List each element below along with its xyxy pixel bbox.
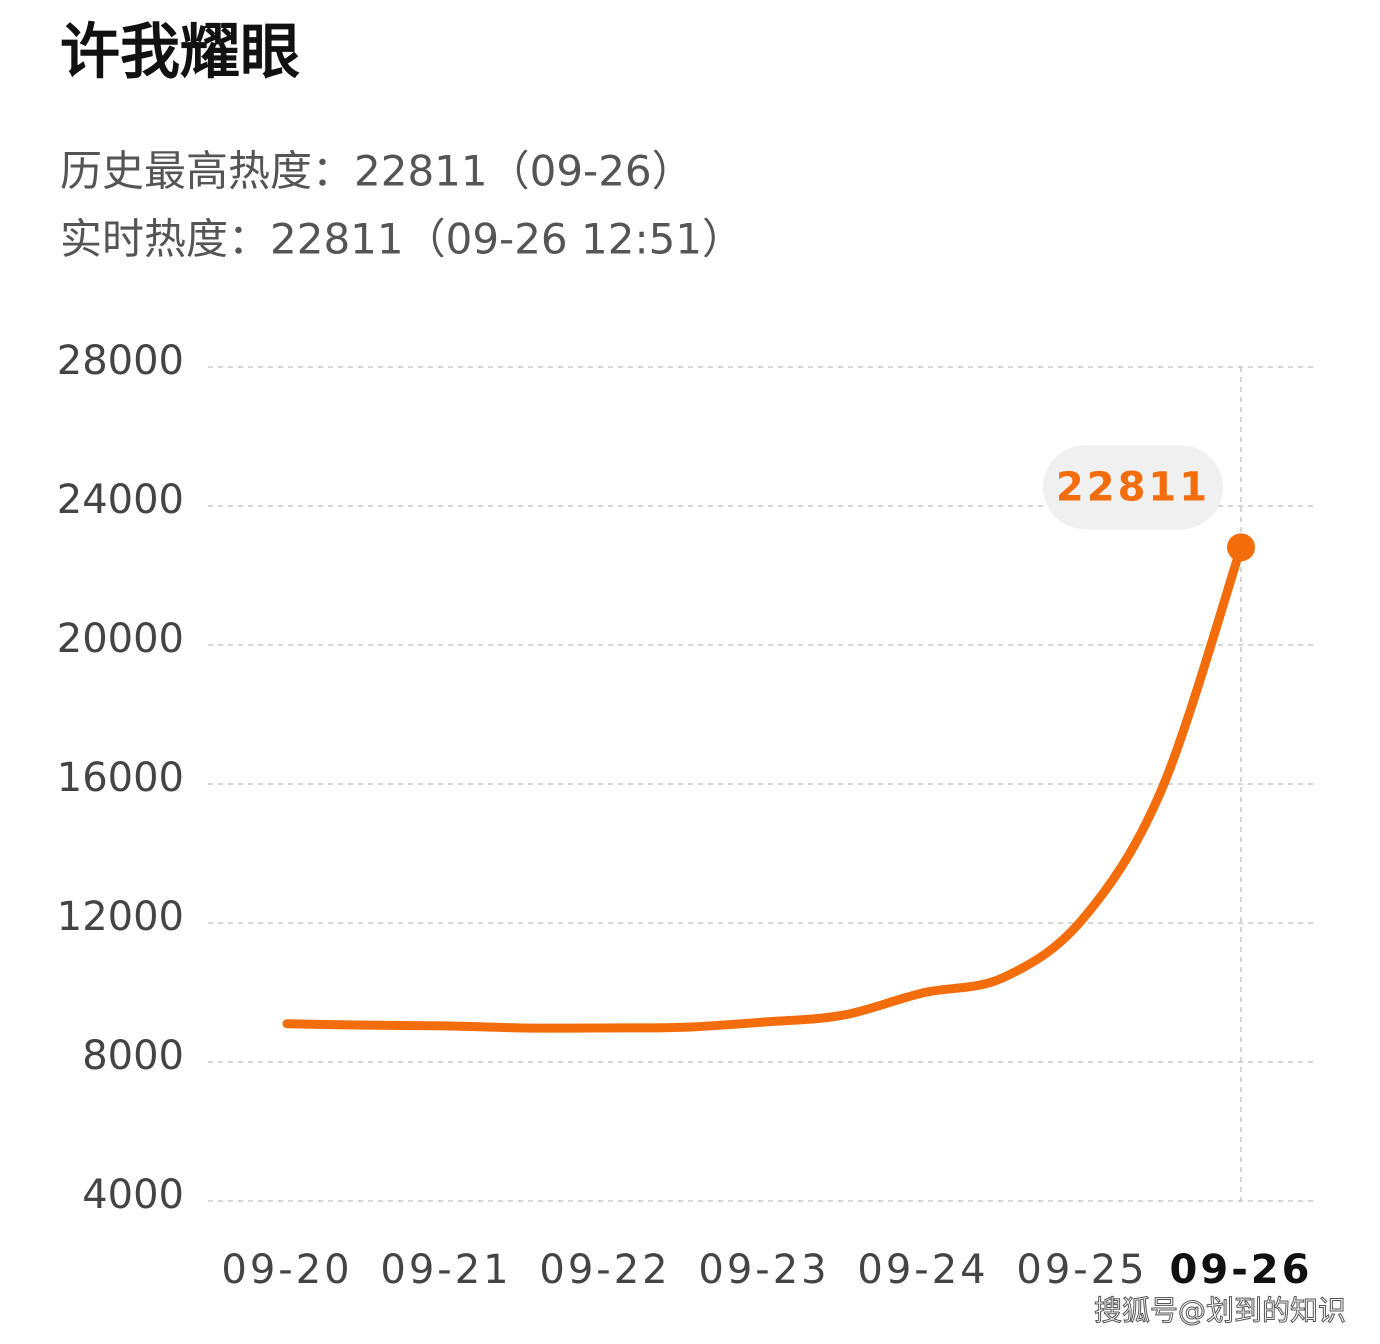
y-tick-label: 12000	[57, 894, 184, 940]
y-tick-label: 16000	[57, 755, 184, 801]
y-tick-label: 20000	[57, 616, 184, 662]
watermark: 搜狐号@划到的知识	[1094, 1294, 1346, 1327]
y-tick-label: 8000	[82, 1033, 184, 1079]
title: 许我耀眼	[60, 18, 300, 88]
value-label: 22811	[1056, 464, 1210, 510]
subtitle: 实时热度：22811（09-26 12:51）	[60, 215, 744, 264]
x-tick-label: 09-23	[698, 1247, 829, 1293]
x-tick-label: 09-21	[380, 1247, 511, 1293]
line	[282, 542, 1246, 1033]
highlight-point	[1227, 533, 1255, 562]
x-tick-label: 09-24	[857, 1247, 988, 1293]
value-bubble	[1043, 445, 1223, 530]
y-tick-label: 24000	[57, 477, 184, 523]
x-tick-label: 09-26	[1170, 1247, 1313, 1293]
subtitle: 历史最高热度：22811（09-26）	[60, 147, 694, 196]
y-tick-label: 28000	[57, 338, 184, 384]
x-tick-label: 09-25	[1016, 1247, 1147, 1293]
y-tick-label: 4000	[82, 1172, 184, 1218]
x-tick-label: 09-22	[539, 1247, 670, 1293]
x-tick-label: 09-20	[221, 1247, 352, 1293]
